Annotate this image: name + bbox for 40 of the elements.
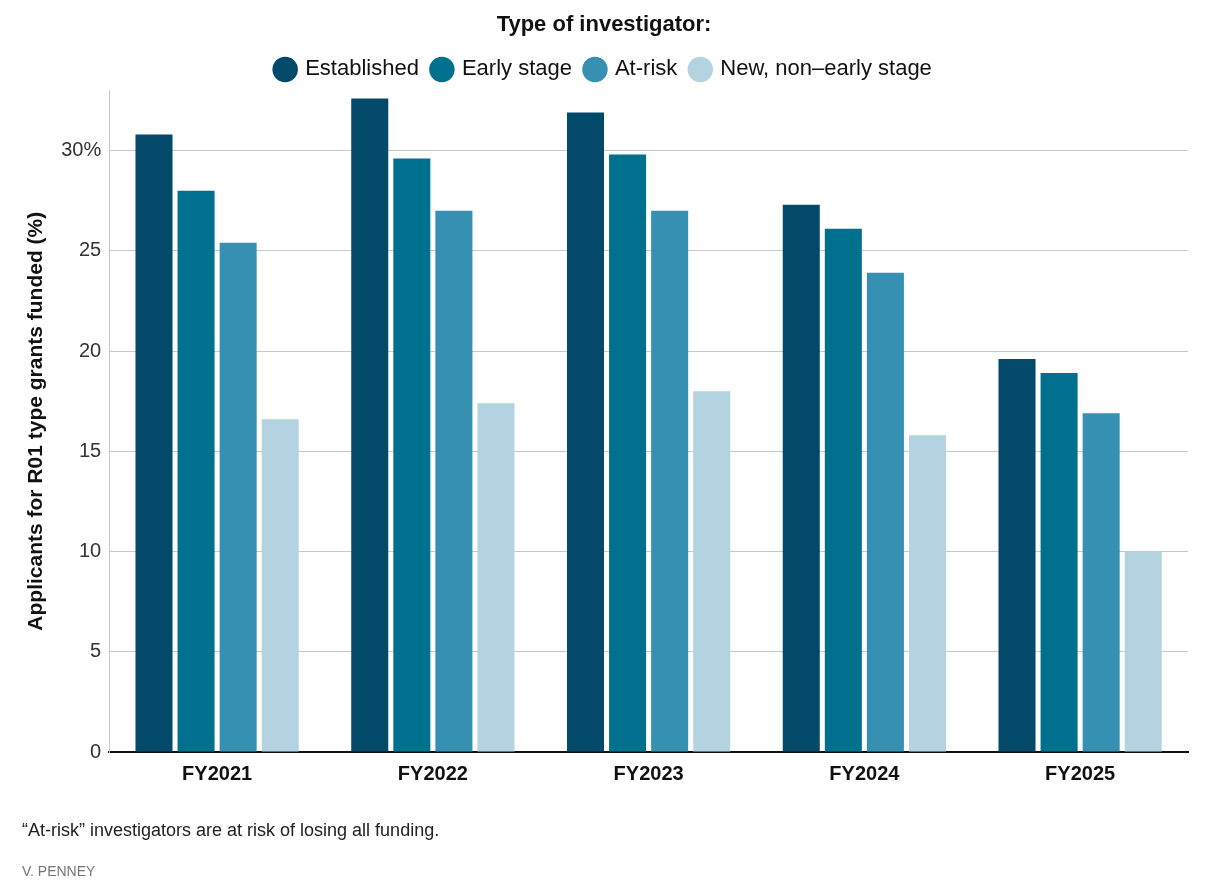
bar (1082, 413, 1120, 752)
bar (866, 272, 904, 752)
bar (261, 419, 299, 752)
bar (1124, 551, 1162, 752)
bar (177, 190, 215, 752)
bar (567, 112, 605, 752)
legend-label: Established (305, 55, 419, 81)
y-tick-label: 25 (78, 238, 102, 261)
bar (693, 391, 731, 752)
bar (609, 154, 647, 752)
x-tick-label: FY2022 (397, 761, 468, 784)
bar (219, 242, 257, 752)
x-tick-label: FY2024 (829, 761, 901, 784)
x-tick-label: FY2025 (1045, 761, 1116, 784)
legend-title: Type of investigator: (496, 11, 712, 37)
bar (782, 204, 820, 752)
bar (1040, 373, 1078, 752)
bar (393, 158, 431, 752)
legend-label: New, non–early stage (720, 55, 932, 81)
bar (908, 435, 946, 752)
bar (477, 403, 515, 752)
legend-label: At-risk (614, 55, 679, 81)
bar (135, 134, 173, 752)
text: “At-risk” investigators are at risk of losing all funding. (22, 820, 440, 840)
y-tick-label: 20 (78, 338, 102, 361)
x-tick-label: FY2023 (613, 761, 684, 784)
bar (435, 210, 473, 752)
x-tick-label: FY2021 (182, 761, 253, 784)
y-tick-label: 10 (78, 539, 102, 562)
bar (824, 228, 862, 752)
text: V. PENNEY (22, 863, 97, 879)
y-tick-label: 15 (78, 438, 102, 461)
bar (651, 210, 689, 752)
bar (351, 98, 389, 752)
y-tick-label: 30% (61, 138, 102, 161)
y-axis-title: Applicants for R01 type grants funded (%) (23, 211, 47, 631)
y-tick-label: 0 (90, 739, 102, 762)
legend-label: Early stage (461, 55, 572, 81)
bar (998, 359, 1036, 752)
y-tick-label: 5 (90, 639, 102, 662)
